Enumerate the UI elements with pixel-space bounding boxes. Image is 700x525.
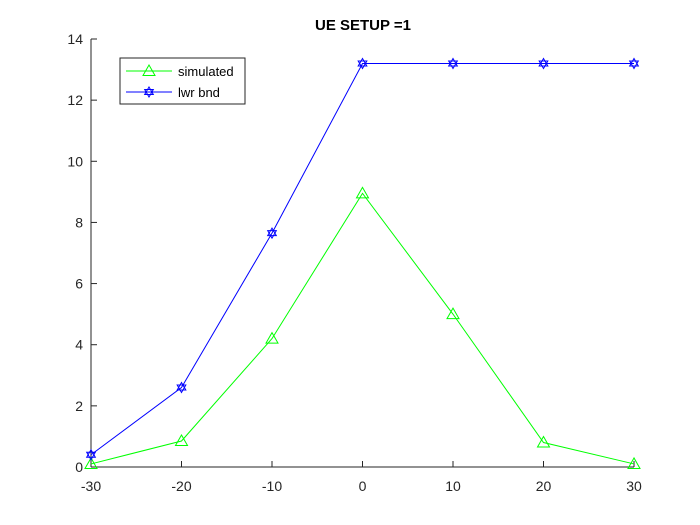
data-point-marker <box>355 186 370 199</box>
x-tick-label: -30 <box>81 478 101 494</box>
data-point-marker <box>357 57 368 70</box>
legend-marker <box>142 63 156 76</box>
data-point-marker <box>536 435 551 448</box>
y-tick-label: 4 <box>75 337 83 353</box>
series-lwr-bnd <box>85 57 640 461</box>
legend-box <box>119 57 246 105</box>
legend-label: simulated <box>178 64 234 79</box>
plot-area <box>91 39 634 467</box>
y-tick-label: 2 <box>75 398 83 414</box>
y-tick-label: 10 <box>67 153 83 169</box>
data-point-marker <box>174 434 189 447</box>
x-tick-label: -20 <box>171 478 191 494</box>
x-tick-label: 0 <box>359 478 367 494</box>
data-point-marker <box>447 57 459 70</box>
y-tick-label: 12 <box>67 92 83 108</box>
y-tick-label: 8 <box>75 214 83 230</box>
series-line <box>90 192 635 465</box>
x-tick-label: -10 <box>262 478 282 494</box>
data-point-marker <box>85 448 97 461</box>
data-point-marker <box>628 57 640 70</box>
y-tick-label: 14 <box>67 31 83 47</box>
axes: -30 -20 -10 0 10 20 30 0 2 4 6 8 10 12 14 <box>67 31 642 494</box>
x-tick-label: 20 <box>536 478 552 494</box>
plot-background <box>91 39 634 467</box>
series-simulated <box>84 186 641 469</box>
data-point-marker <box>627 456 641 469</box>
series-line <box>90 62 634 456</box>
y-tick-label: 6 <box>75 276 83 292</box>
data-point-marker <box>538 57 549 70</box>
data-point-marker <box>265 331 279 344</box>
legend: simulated lwr bnd <box>119 57 246 105</box>
data-point-marker <box>84 456 98 469</box>
y-tick-label: 0 <box>75 459 83 475</box>
legend-label: lwr bnd <box>178 85 220 100</box>
data-point-marker <box>446 307 460 320</box>
legend-marker <box>143 85 155 99</box>
x-tick-label: 30 <box>626 478 642 494</box>
x-tick-label: 10 <box>445 478 461 494</box>
data-point-marker <box>266 227 278 240</box>
chart-title: UE SETUP =1 <box>315 17 411 34</box>
data-point-marker <box>176 381 187 394</box>
series-layer <box>84 57 641 469</box>
